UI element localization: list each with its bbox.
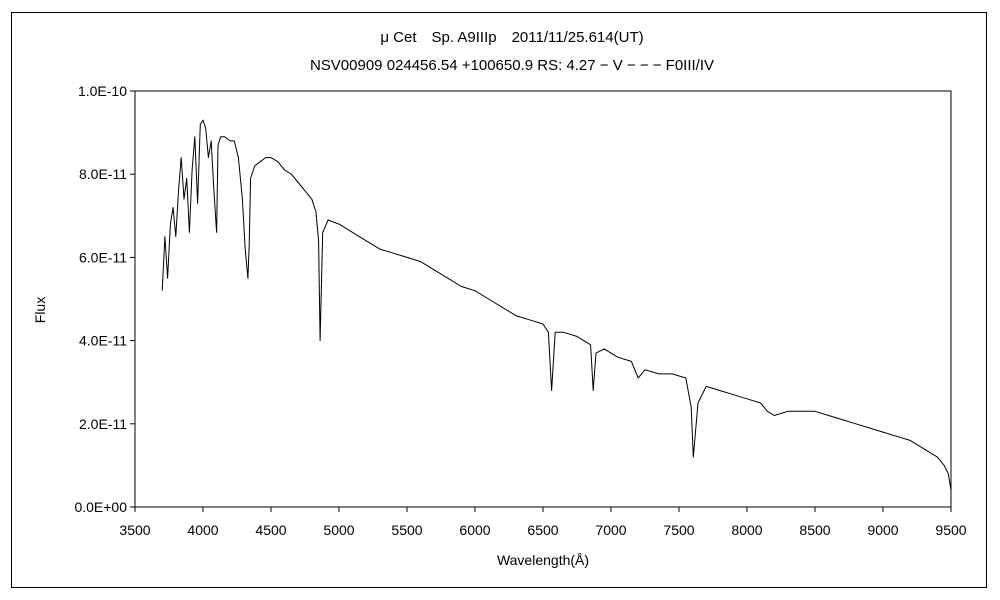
x-tick-label: 5500 [391,522,422,538]
y-tick-label: 0.0E+00 [74,499,127,515]
series-lines [161,119,952,491]
x-tick-label: 5000 [323,522,354,538]
x-tick-label: 7000 [595,522,626,538]
chart-title: μ Cet Sp. A9IIIp 2011/11/25.614(UT) [380,29,643,46]
series-line-0 [161,119,952,491]
x-tick-label: 4500 [255,522,286,538]
x-tick-label: 9500 [935,522,966,538]
x-tick-label: 8500 [799,522,830,538]
x-tick-label: 6500 [527,522,558,538]
y-tick-label: 4.0E-11 [79,333,127,349]
y-axis-ticks: 0.0E+00 2.0E-11 4.0E-11 6.0E-11 8.0E-11 1.0E-… [74,83,135,515]
chart-subtitle: NSV00909 024456.54 +100650.9 RS: 4.27 − … [310,57,714,74]
x-tick-label: 8000 [731,522,762,538]
y-tick-label: 6.0E-11 [79,249,127,265]
x-tick-label: 7500 [663,522,694,538]
x-tick-label: 6000 [459,522,490,538]
y-tick-label: 1.0E-10 [78,83,127,99]
y-axis-label: Flux [32,297,48,323]
y-tick-label: 2.0E-11 [79,416,127,432]
x-tick-label: 3500 [119,522,150,538]
plot-area [134,90,952,508]
y-tick-label: 8.0E-11 [79,166,127,182]
x-tick-label: 9000 [867,522,898,538]
x-axis-label: Wavelength(Å) [497,552,589,568]
x-axis-ticks: 3500 4000 4500 5000 5500 6000 6500 7000 7500 8000… [119,507,967,538]
x-tick-label: 4000 [187,522,218,538]
